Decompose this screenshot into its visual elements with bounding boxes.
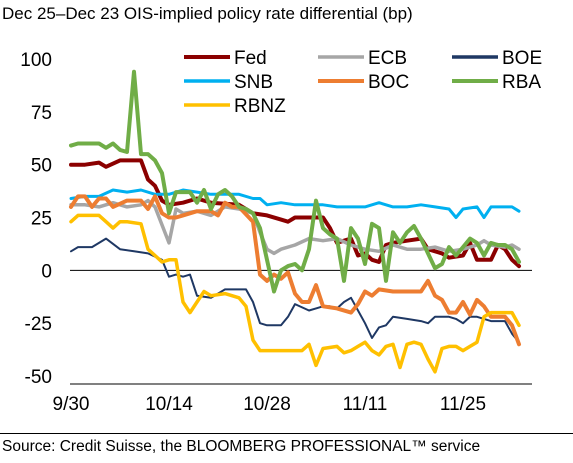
series-lines — [69, 69, 521, 374]
y-tick-label: 50 — [31, 156, 52, 177]
y-tick-label: 25 — [31, 209, 52, 230]
source-note: Source: Credit Suisse, the BLOOMBERG PRO… — [2, 438, 481, 455]
chart-title: Dec 25–Dec 23 OIS-implied policy rate di… — [2, 4, 413, 23]
legend-label-ecb: ECB — [368, 48, 407, 69]
legend-label-snb: SNB — [234, 72, 273, 93]
series-line-snb — [69, 188, 521, 219]
x-tick-label: 10/28 — [243, 394, 291, 415]
legend-label-boe: BOE — [502, 48, 542, 69]
legend-label-boc: BOC — [368, 72, 409, 93]
y-tick-label: 0 — [41, 261, 52, 282]
x-tick-label: 11/25 — [440, 394, 486, 415]
legend-label-rba: RBA — [502, 72, 541, 93]
x-tick-label: 10/14 — [145, 394, 193, 415]
source-divider — [0, 433, 573, 434]
axes: 100 75 50 25 0 -25 -509/30 10/14 10/28 11/11 11/25 — [20, 50, 532, 415]
x-tick-label: 9/30 — [53, 394, 90, 415]
y-tick-label: -25 — [25, 314, 52, 335]
y-tick-label: -50 — [25, 367, 52, 388]
x-tick-label: 11/11 — [343, 394, 388, 415]
legend-label-fed: Fed — [234, 48, 267, 69]
series-line-ecb — [69, 198, 521, 256]
series-line-boe — [70, 237, 520, 344]
line-chart: 100 75 50 25 0 -25 -509/30 10/14 10/28 11/11 11/25… — [20, 48, 542, 415]
series-line-boc — [69, 194, 521, 347]
y-tick-label: 100 — [20, 50, 52, 71]
legend-label-rbnz: RBNZ — [234, 96, 286, 117]
series-line-rba — [69, 69, 521, 294]
series-line-rbnz — [69, 213, 521, 374]
y-tick-label: 75 — [31, 103, 52, 124]
legend: Fed ECB BOE SNB BOC RBA RBNZ — [184, 48, 542, 117]
